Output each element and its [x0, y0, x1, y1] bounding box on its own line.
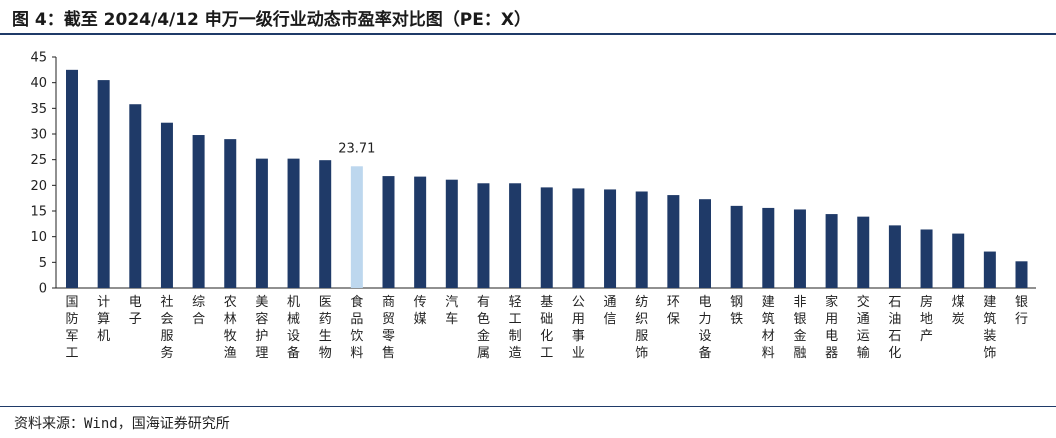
y-tick-label: 15: [30, 205, 47, 220]
category-label: 美容护理: [255, 295, 268, 361]
category-label: 公用事业: [572, 295, 585, 361]
bar: [350, 166, 363, 288]
category-label: 通信: [604, 295, 617, 327]
y-tick-label: 25: [30, 153, 47, 168]
y-tick-label: 40: [30, 76, 47, 91]
category-label: 综合: [192, 295, 205, 327]
category-label: 建筑材料: [762, 295, 775, 361]
y-tick-label: 30: [30, 128, 47, 143]
category-label: 非银金融: [793, 295, 806, 361]
category-label: 钢铁: [730, 295, 743, 327]
y-tick-label: 10: [30, 230, 47, 245]
bar: [224, 139, 237, 288]
category-label: 社会服务: [160, 294, 173, 361]
category-label: 商贸零售: [382, 295, 395, 361]
category-label: 石油石化: [888, 295, 901, 361]
category-label: 交通运输: [857, 294, 870, 361]
bar: [287, 158, 300, 288]
y-tick-label: 45: [30, 51, 47, 66]
bar: [540, 187, 553, 288]
chart-title: 图 4：截至 2024/4/12 申万一级行业动态市盈率对比图（PE：X）: [12, 10, 531, 30]
category-label: 电力设备: [698, 295, 711, 361]
y-tick-label: 0: [39, 282, 47, 297]
source-divider: [0, 406, 1056, 407]
category-label: 建筑装饰: [983, 295, 996, 361]
bar: [572, 188, 585, 288]
category-label: 煤炭: [952, 295, 965, 327]
category-label: 房地产: [920, 294, 933, 344]
bar: [1015, 261, 1028, 288]
category-label: 机械设备: [287, 295, 300, 361]
bar-chart: 0 5 10 15 20 25 30 35 40 45 国防军工 计算机 电子 社会服务 综合 农林牧渔 美容护…: [30, 51, 1036, 361]
bar: [604, 189, 617, 288]
category-label: 电子: [129, 295, 142, 327]
bar: [699, 199, 711, 288]
category-label: 传媒: [414, 295, 427, 327]
title-bar: 图 4：截至 2024/4/12 申万一级行业动态市盈率对比图（PE：X）: [0, 0, 1056, 34]
bar: [414, 176, 427, 288]
category-label: 基础化工: [540, 295, 553, 361]
category-label: 轻工制造: [509, 295, 522, 361]
category-label: 农林牧渔: [224, 295, 237, 361]
category-label: 食品饮料: [350, 294, 363, 361]
data-label: 23.71: [338, 141, 375, 156]
y-tick-label: 20: [30, 179, 47, 194]
bar: [477, 183, 490, 288]
y-tick-label: 5: [39, 256, 47, 271]
bar: [255, 158, 268, 288]
y-tick-label: 35: [30, 102, 47, 117]
bar: [983, 251, 996, 288]
source-note: 资料来源：Wind，国海证券研究所: [14, 416, 230, 432]
bar: [509, 183, 522, 288]
bar: [160, 122, 173, 288]
title-divider: [0, 33, 1056, 35]
category-label: 环保: [667, 295, 680, 327]
bar: [319, 160, 332, 288]
bar: [97, 80, 110, 288]
category-label: 医药生物: [319, 295, 332, 361]
category-label: 有色金属: [477, 295, 490, 361]
bar: [920, 229, 933, 288]
bar: [793, 209, 806, 288]
category-label: 家用电器: [825, 294, 838, 361]
bar: [667, 195, 680, 288]
bar: [192, 135, 205, 288]
bar: [129, 104, 142, 288]
category-label: 国防军工: [65, 295, 78, 361]
category-label: 银行: [1015, 295, 1028, 327]
bar: [857, 216, 870, 288]
bar: [952, 233, 965, 288]
bar: [66, 69, 78, 288]
bar: [730, 205, 743, 288]
category-label: 计算机: [97, 295, 110, 344]
bar: [762, 207, 775, 288]
category-label: 汽车: [445, 295, 458, 327]
bar: [825, 214, 838, 288]
bar: [445, 179, 458, 288]
category-label: 纺织服饰: [635, 295, 648, 361]
bar: [635, 191, 648, 288]
bar: [382, 176, 395, 288]
bar: [888, 225, 901, 288]
